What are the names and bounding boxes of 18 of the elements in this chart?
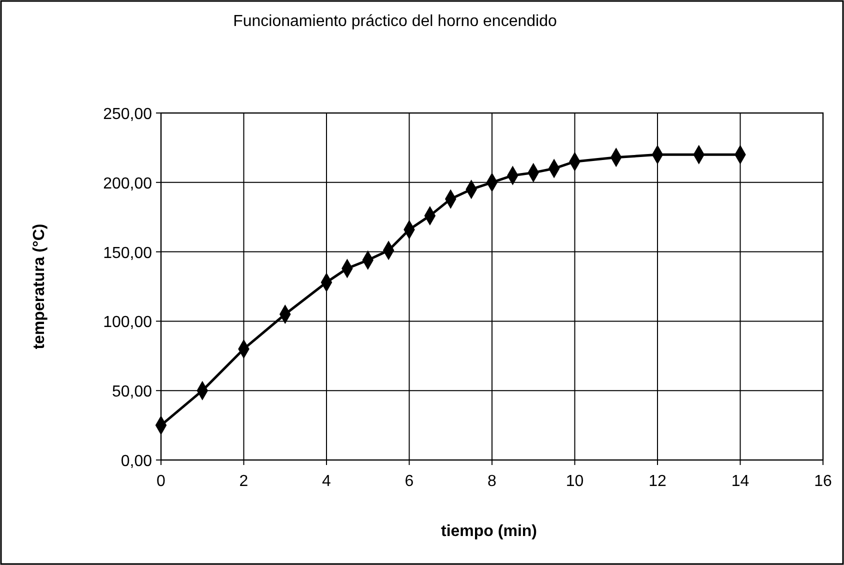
y-axis-title: temperatura (°C) <box>31 224 48 350</box>
x-tick-label: 8 <box>488 473 497 490</box>
y-tick-label: 50,00 <box>112 384 152 401</box>
y-tick-label: 250,00 <box>103 106 152 123</box>
x-tick-label: 10 <box>566 473 584 490</box>
y-tick-label: 0,00 <box>120 453 152 470</box>
x-tick-label: 2 <box>239 473 248 490</box>
x-axis-title: tiempo (min) <box>441 523 537 540</box>
x-tick-label: 14 <box>731 473 750 490</box>
x-tick-label: 16 <box>814 473 832 490</box>
y-tick-label: 150,00 <box>103 244 152 262</box>
chart-title: Funcionamiento práctico del horno encendido <box>233 13 557 30</box>
x-tick-label: 6 <box>404 473 414 490</box>
y-tick-label: 200,00 <box>103 175 152 192</box>
x-tick-label: 12 <box>648 473 666 490</box>
y-tick-label: 100,00 <box>103 314 152 332</box>
x-tick-label: 4 <box>322 473 332 490</box>
x-tick-label: 0 <box>156 473 166 490</box>
